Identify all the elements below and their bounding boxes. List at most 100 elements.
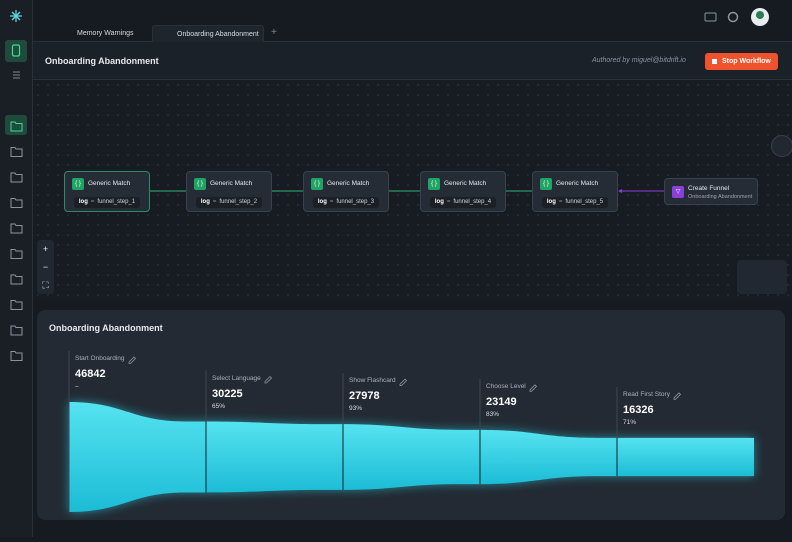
funnel-chart: [68, 351, 754, 512]
edit-icon[interactable]: [673, 392, 682, 400]
step-name: Select Language: [212, 374, 261, 382]
funnel-segment: [69, 402, 206, 512]
node-title: Generic Match: [444, 180, 487, 187]
node-title: Generic Match: [88, 180, 131, 187]
tab[interactable]: Memory Warnings: [53, 25, 153, 42]
sidebar-icons: [5, 10, 27, 361]
folder-icon[interactable]: [10, 274, 23, 285]
edit-icon[interactable]: [529, 384, 538, 392]
workflow-title: Onboarding Abandonment: [45, 56, 159, 66]
step-name: Choose Level: [486, 382, 526, 390]
folder-icon[interactable]: [10, 325, 23, 336]
minimap[interactable]: [737, 260, 787, 294]
step-rate: 83%: [486, 410, 500, 418]
step-rate: –: [75, 383, 79, 390]
logo: [10, 10, 22, 22]
workflow-node[interactable]: { } Generic Match log = funnel_step_1: [64, 171, 150, 212]
condition-value: funnel_step_4: [453, 199, 492, 205]
folder-icon[interactable]: [10, 121, 23, 132]
folder-icon[interactable]: [10, 223, 23, 234]
edges: [150, 189, 664, 193]
folder-icon[interactable]: [10, 351, 23, 361]
sidebar: [0, 0, 33, 537]
step-count: 30225: [212, 387, 243, 400]
tab-label[interactable]: Memory Warnings: [77, 30, 134, 37]
step-count: 27978: [349, 390, 380, 403]
stop-button[interactable]: Stop Workflow: [705, 53, 778, 70]
node-icon: { }: [311, 178, 323, 190]
node-icon: ▽: [672, 186, 684, 198]
step-count: 16326: [623, 403, 654, 416]
top-icons: [704, 8, 769, 26]
node-subtitle: Onboarding Abandonment: [688, 194, 753, 200]
step-name: Read First Story: [623, 390, 670, 398]
tab-bar: Memory Warnings Onboarding Abandonment +: [33, 0, 792, 42]
workflow-node[interactable]: { } Generic Match log = funnel_step_5: [532, 171, 618, 212]
edit-icon[interactable]: [264, 375, 273, 384]
step-rate: 71%: [623, 418, 637, 426]
tab-label[interactable]: Onboarding Abandonment: [177, 31, 259, 38]
node-title: Create Funnel: [688, 185, 730, 192]
condition-op: =: [329, 199, 334, 205]
nav-active[interactable]: [5, 40, 27, 62]
node-condition: log = funnel_step_1: [74, 197, 140, 208]
funnel-segment: [343, 424, 480, 490]
condition-key: log: [200, 199, 210, 205]
node-condition: log = funnel_step_5: [542, 197, 608, 208]
folder-icon[interactable]: [10, 300, 23, 310]
step-name: Show Flashcard: [349, 377, 396, 385]
node-icon: { }: [428, 178, 440, 190]
node-condition: log = funnel_step_4: [430, 197, 496, 208]
funnel-title: Onboarding Abandonment: [49, 323, 163, 333]
workflow-node[interactable]: { } Generic Match log = funnel_step_4: [420, 171, 506, 212]
node-title: Generic Match: [327, 180, 370, 187]
step-count: 23149: [486, 395, 517, 408]
folder-active[interactable]: [5, 115, 27, 135]
chat-icon[interactable]: [704, 12, 717, 22]
condition-key: log: [317, 199, 327, 205]
condition-key: log: [434, 199, 444, 205]
node-condition: log = funnel_step_3: [313, 197, 379, 208]
condition-value: funnel_step_1: [97, 199, 136, 205]
funnel-segment: [206, 421, 343, 493]
header: Onboarding Abandonment Authored by migue…: [33, 42, 792, 80]
workflow-canvas: + − ⛶ { } Generic Match log = funnel_step_1{ }…: [33, 80, 792, 302]
step-count: 46842: [75, 368, 106, 380]
zoom-controls[interactable]: + − ⛶: [37, 240, 54, 294]
comment-button[interactable]: [771, 135, 792, 157]
node-title: Generic Match: [556, 180, 599, 187]
condition-value: funnel_step_3: [336, 199, 375, 205]
condition-value: funnel_step_2: [219, 199, 258, 205]
avatar-face: [756, 11, 764, 19]
condition-key: log: [78, 199, 88, 205]
nav-list[interactable]: [13, 71, 20, 79]
workflow-node[interactable]: ▽ Create Funnel Onboarding Abandonment: [664, 178, 758, 205]
condition-value: funnel_step_5: [565, 199, 604, 205]
node-title: Generic Match: [210, 180, 253, 187]
funnel-panel: Onboarding Abandonment Start Onboarding 4…: [37, 310, 785, 520]
funnel-segment: [617, 437, 754, 477]
step-rate: 93%: [349, 405, 363, 413]
nav-device[interactable]: [11, 44, 21, 57]
tab[interactable]: Onboarding Abandonment: [152, 25, 264, 42]
condition-op: =: [90, 199, 95, 205]
workflow-node[interactable]: { } Generic Match log = funnel_step_2: [186, 171, 272, 212]
edit-icon[interactable]: [128, 356, 137, 364]
condition-op: =: [558, 199, 563, 205]
step-rate: 65%: [212, 402, 226, 410]
node-icon: { }: [72, 178, 84, 190]
condition-op: =: [446, 199, 451, 205]
node-icon: { }: [194, 178, 206, 190]
folder-icon[interactable]: [10, 198, 23, 208]
add-tab[interactable]: +: [271, 27, 277, 38]
stop-button-label[interactable]: Stop Workflow: [722, 58, 771, 65]
workflow-node[interactable]: { } Generic Match log = funnel_step_3: [303, 171, 389, 212]
folder-icon[interactable]: [10, 249, 23, 259]
edge-arrow: [618, 189, 622, 193]
folder-icon[interactable]: [10, 147, 23, 157]
node-condition: log = funnel_step_2: [196, 197, 262, 208]
settings-icon[interactable]: [727, 11, 739, 23]
folder-icon[interactable]: [10, 172, 23, 183]
node-icon: { }: [540, 178, 552, 190]
edit-icon[interactable]: [399, 378, 408, 387]
